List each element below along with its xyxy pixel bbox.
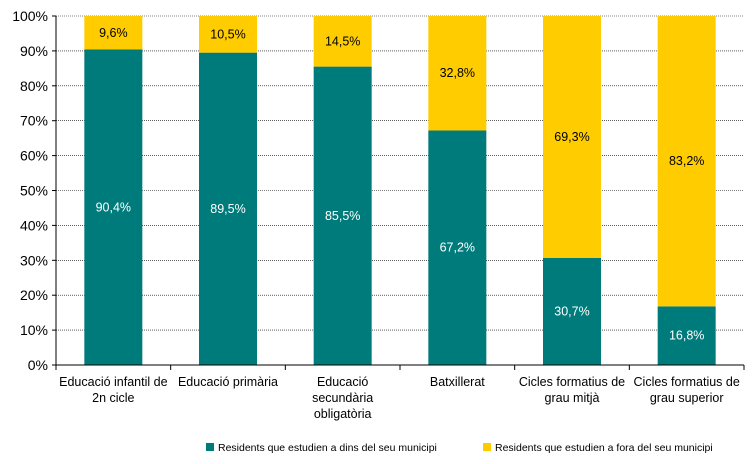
axes [52, 15, 745, 370]
bars [84, 16, 716, 366]
bar-segment-inside [543, 257, 601, 365]
category-label: Cicles formatius de [634, 375, 740, 389]
category-label: Educació primària [178, 375, 278, 389]
bar-segment-inside [428, 130, 487, 365]
y-tick-label: 70% [20, 113, 48, 129]
data-label: 32,8% [440, 66, 475, 80]
y-tick-label: 50% [20, 183, 48, 199]
bar-segment-outside [543, 16, 601, 258]
data-label: 69,3% [554, 130, 589, 144]
y-tick-label: 0% [28, 357, 48, 373]
bar-segment-outside [313, 16, 372, 67]
bar-segment-outside [84, 16, 143, 50]
category-label: grau superior [650, 391, 724, 405]
data-label: 90,4% [96, 200, 131, 214]
legend-swatch [483, 443, 491, 451]
y-tick-label: 10% [20, 322, 48, 338]
y-tick-label: 30% [20, 252, 48, 268]
bar-segment-inside [84, 49, 143, 366]
data-label: 10,5% [210, 27, 245, 41]
category-label: 2n cicle [92, 391, 134, 405]
bar-segment-inside [199, 52, 257, 366]
data-label: 16,8% [669, 329, 704, 343]
y-tick-label: 100% [12, 8, 48, 24]
x-axis-category-labels: Educació infantil de 2n cicle Educació pri… [59, 375, 740, 421]
data-label: 14,5% [325, 34, 360, 48]
y-tick-label: 80% [20, 78, 48, 94]
category-label: obligatòria [314, 407, 372, 421]
bar-segment-outside [657, 16, 716, 307]
category-label: Cicles formatius de [519, 375, 625, 389]
gridlines [56, 15, 744, 331]
category-label: Batxillerat [430, 375, 485, 389]
bar-segment-inside [657, 306, 716, 365]
data-label: 85,5% [325, 209, 360, 223]
bar-segment-outside [199, 16, 257, 53]
bar-value-labels: 90,4% 9,6% 89,5% 10,5% 85,5% 14,5% 67,2% 32,8% 3… [96, 26, 705, 343]
y-axis-tick-labels: 0% 10% 20% 30% 40% 50% 60% 70% 80% 90% 100% [12, 8, 48, 373]
y-tick-label: 60% [20, 148, 48, 164]
y-tick-label: 90% [20, 43, 48, 59]
data-label: 67,2% [440, 241, 475, 255]
category-label: Educació infantil de [59, 375, 167, 389]
data-label: 89,5% [210, 202, 245, 216]
legend-label: Residents que estudien a dins del seu mu… [218, 442, 437, 454]
y-tick-label: 20% [20, 287, 48, 303]
category-label: grau mitjà [545, 391, 600, 405]
legend: Residents que estudien a dins del seu mu… [206, 442, 713, 454]
y-tick-label: 40% [20, 217, 48, 233]
bar-segment-outside [428, 16, 487, 131]
category-label: Educació [317, 375, 368, 389]
bar-segment-inside [313, 66, 372, 365]
legend-swatch [206, 443, 214, 451]
data-label: 9,6% [99, 26, 128, 40]
data-label: 30,7% [554, 304, 589, 318]
legend-label: Residents que estudien a fora del seu mu… [495, 442, 713, 454]
category-label: secundària [312, 391, 373, 405]
data-label: 83,2% [669, 154, 704, 168]
